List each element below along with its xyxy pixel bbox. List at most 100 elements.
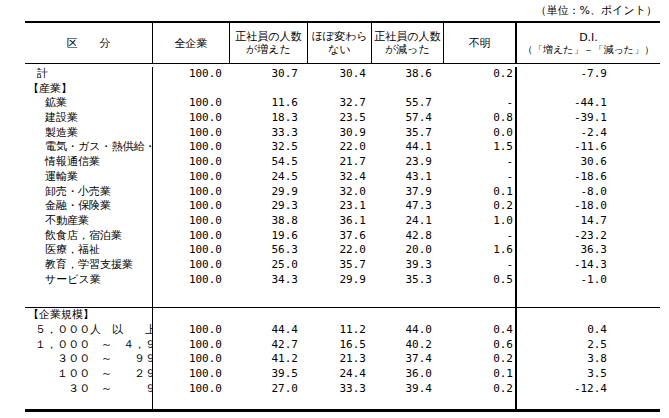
value-cell: 43.1: [372, 170, 444, 185]
value-cell: 23.1: [308, 199, 372, 214]
value-cell: 1.0: [444, 214, 517, 229]
row-label: 金融・保険業: [25, 199, 153, 214]
table-row: 鉱業100.011.632.755.7--44.1: [25, 96, 660, 111]
value-cell: 38.8: [230, 214, 308, 229]
row-label: 【企業規模】: [25, 308, 153, 323]
value-cell: -: [444, 258, 517, 273]
value-cell: 0.6: [444, 338, 517, 353]
value-cell: 24.5: [230, 170, 308, 185]
value-cell: 0.8: [444, 111, 517, 126]
value-cell: 38.6: [372, 67, 444, 82]
value-cell: [444, 308, 517, 323]
value-cell: 22.0: [308, 243, 372, 258]
row-label: 情報通信業: [25, 155, 153, 170]
value-cell: 21.3: [308, 352, 372, 367]
value-cell: [308, 82, 372, 97]
value-cell: 100.0: [153, 243, 230, 258]
value-cell: [308, 308, 372, 323]
value-cell: 41.2: [230, 352, 308, 367]
value-cell: 56.3: [230, 243, 308, 258]
table-row: 飲食店，宿泊業100.019.637.642.8--23.2: [25, 229, 660, 244]
value-cell: 19.6: [230, 229, 308, 244]
value-cell: 2.5: [517, 338, 660, 353]
header-cell-unchanged: ほぼ変わら ない: [308, 23, 372, 63]
row-label: サービス業: [25, 273, 153, 288]
value-cell: [153, 82, 230, 97]
value-cell: 100.0: [153, 67, 230, 82]
value-cell: 32.4: [308, 170, 372, 185]
value-cell: [372, 308, 444, 323]
value-cell: 39.4: [372, 382, 444, 397]
value-cell: 39.3: [372, 258, 444, 273]
value-cell: 100.0: [153, 126, 230, 141]
table-row: 電気・ガス・熱供給・水道業100.032.522.044.11.5-11.6: [25, 140, 660, 155]
value-cell: -: [444, 155, 517, 170]
value-cell: 30.9: [308, 126, 372, 141]
row-label: 建設業: [25, 111, 153, 126]
value-cell: [517, 82, 660, 97]
row-label: [25, 396, 153, 409]
value-cell: 100.0: [153, 96, 230, 111]
value-cell: -39.1: [517, 111, 660, 126]
value-cell: 0.2: [444, 352, 517, 367]
value-cell: 36.0: [372, 367, 444, 382]
value-cell: -1.0: [517, 273, 660, 288]
value-cell: 39.5: [230, 367, 308, 382]
table-row: ３０ ～ ９９人100.027.033.339.40.2-12.4: [25, 382, 660, 397]
table-row: 建設業100.018.323.557.40.8-39.1: [25, 111, 660, 126]
row-label: 飲食店，宿泊業: [25, 229, 153, 244]
bottom-filler: [25, 396, 660, 409]
row-label: [25, 287, 153, 307]
row-label: 電気・ガス・熱供給・水道業: [25, 140, 153, 155]
value-cell: 22.0: [308, 140, 372, 155]
value-cell: -11.6: [517, 140, 660, 155]
header-cell-all: 全企業: [153, 23, 230, 63]
value-cell: 100.0: [153, 273, 230, 288]
value-cell: -18.6: [517, 170, 660, 185]
value-cell: 100.0: [153, 382, 230, 397]
value-cell: 32.7: [308, 96, 372, 111]
value-cell: 42.8: [372, 229, 444, 244]
table-row: 卸売・小売業100.029.932.037.90.1-8.0: [25, 185, 660, 200]
table-row: サービス業100.034.329.935.30.5-1.0: [25, 273, 660, 288]
value-cell: 21.7: [308, 155, 372, 170]
table-row: 情報通信業100.054.521.723.9-30.6: [25, 155, 660, 170]
value-cell: -: [444, 229, 517, 244]
value-cell: 44.4: [230, 323, 308, 338]
value-cell: -: [444, 170, 517, 185]
value-cell: 42.7: [230, 338, 308, 353]
value-cell: 34.3: [230, 273, 308, 288]
value-cell: -7.9: [517, 67, 660, 82]
value-cell: 37.4: [372, 352, 444, 367]
table-row: １，０００ ～ ４，９９９人100.042.716.540.20.62.5: [25, 338, 660, 353]
value-cell: 37.9: [372, 185, 444, 200]
value-cell: 100.0: [153, 170, 230, 185]
value-cell: 27.0: [230, 382, 308, 397]
value-cell: [308, 396, 372, 409]
value-cell: 3.5: [517, 367, 660, 382]
value-cell: 29.9: [308, 273, 372, 288]
table-row: 計100.030.730.438.60.2-7.9: [25, 67, 660, 82]
di-subtitle: （「増えた」－「減った」）: [523, 44, 654, 56]
value-cell: 23.5: [308, 111, 372, 126]
value-cell: 40.2: [372, 338, 444, 353]
value-cell: 1.5: [444, 140, 517, 155]
header-cell-kubun: 区 分: [25, 23, 153, 63]
value-cell: 100.0: [153, 111, 230, 126]
value-cell: 0.2: [444, 67, 517, 82]
value-cell: 0.1: [444, 367, 517, 382]
table-body: 計100.030.730.438.60.2-7.9【産業】鉱業100.011.6…: [25, 64, 660, 409]
value-cell: 29.3: [230, 199, 308, 214]
value-cell: 30.7: [230, 67, 308, 82]
value-cell: 100.0: [153, 229, 230, 244]
value-cell: 57.4: [372, 111, 444, 126]
value-cell: 100.0: [153, 338, 230, 353]
value-cell: 14.7: [517, 214, 660, 229]
value-cell: [153, 308, 230, 323]
value-cell: 44.1: [372, 140, 444, 155]
row-label: １，０００ ～ ４，９９９人: [25, 338, 153, 353]
value-cell: [153, 396, 230, 409]
value-cell: 0.2: [444, 382, 517, 397]
value-cell: [153, 287, 230, 307]
value-cell: 0.4: [517, 323, 660, 338]
